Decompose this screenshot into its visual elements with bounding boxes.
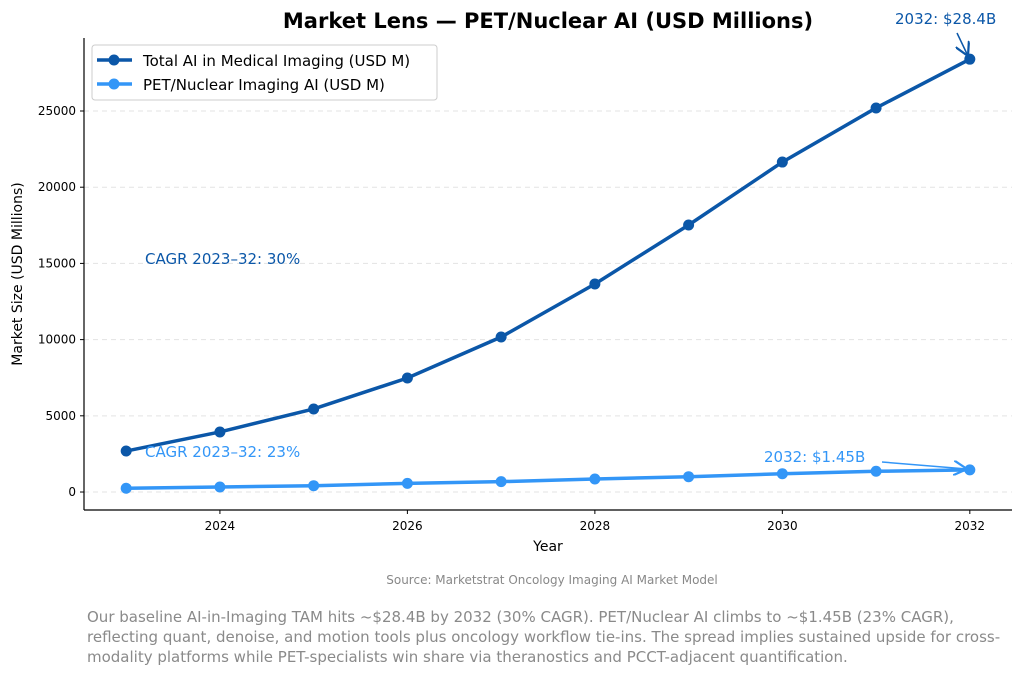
series-line-1	[125, 57, 971, 453]
series-line-2	[126, 468, 970, 491]
data-point	[401, 477, 413, 489]
x-tick-label: 2026	[392, 519, 423, 533]
data-point	[214, 426, 226, 438]
data-point	[120, 482, 132, 494]
data-point	[308, 403, 320, 415]
y-tick-label: 5000	[45, 409, 76, 423]
y-tick-label: 10000	[38, 333, 76, 347]
x-tick-label: 2032	[955, 519, 986, 533]
source-note: Source: Marketstrat Oncology Imaging AI …	[386, 573, 718, 587]
y-axis-label: Market Size (USD Millions)	[10, 182, 26, 365]
legend-label: Total AI in Medical Imaging (USD M)	[142, 52, 410, 70]
data-point	[964, 464, 976, 476]
x-tick-label: 2024	[205, 519, 236, 533]
data-point	[401, 372, 413, 384]
data-point	[776, 156, 788, 168]
legend-label: PET/Nuclear Imaging AI (USD M)	[143, 76, 385, 94]
annotation-pet-cagr: CAGR 2023–32: 23%	[145, 443, 300, 461]
data-point	[870, 102, 882, 114]
data-point	[683, 219, 695, 231]
y-tick-label: 15000	[38, 256, 76, 270]
data-point	[964, 53, 976, 65]
annotation-total-cagr: CAGR 2023–32: 30%	[145, 250, 300, 268]
y-tick-label: 0	[68, 485, 76, 499]
data-point	[308, 480, 320, 492]
data-point	[495, 476, 507, 488]
legend-marker	[108, 78, 120, 90]
annotation-pet-end: 2032: $1.45B	[764, 448, 865, 466]
line-chart: Market Lens — PET/Nuclear AI (USD Millio…	[10, 9, 1012, 555]
caption-text: Our baseline AI-in-Imaging TAM hits ~$28…	[87, 608, 1001, 666]
data-point	[589, 473, 601, 485]
data-point	[495, 331, 507, 343]
x-tick-label: 2028	[580, 519, 611, 533]
x-axis-label: Year	[532, 539, 563, 555]
data-point	[683, 471, 695, 483]
annotation-arrow	[957, 32, 968, 56]
annotation-arrow	[881, 462, 967, 469]
y-tick-label: 25000	[38, 104, 76, 118]
data-point	[776, 468, 788, 480]
legend-box	[91, 44, 438, 101]
data-point	[214, 481, 226, 493]
legend-marker	[108, 54, 120, 66]
annotation-total-end: 2032: $28.4B	[895, 10, 996, 28]
data-point	[870, 465, 882, 477]
y-tick-label: 20000	[38, 180, 76, 194]
x-tick-label: 2030	[767, 519, 798, 533]
data-point	[589, 278, 601, 290]
data-point	[120, 445, 132, 457]
chart-title: Market Lens — PET/Nuclear AI (USD Millio…	[283, 9, 813, 33]
